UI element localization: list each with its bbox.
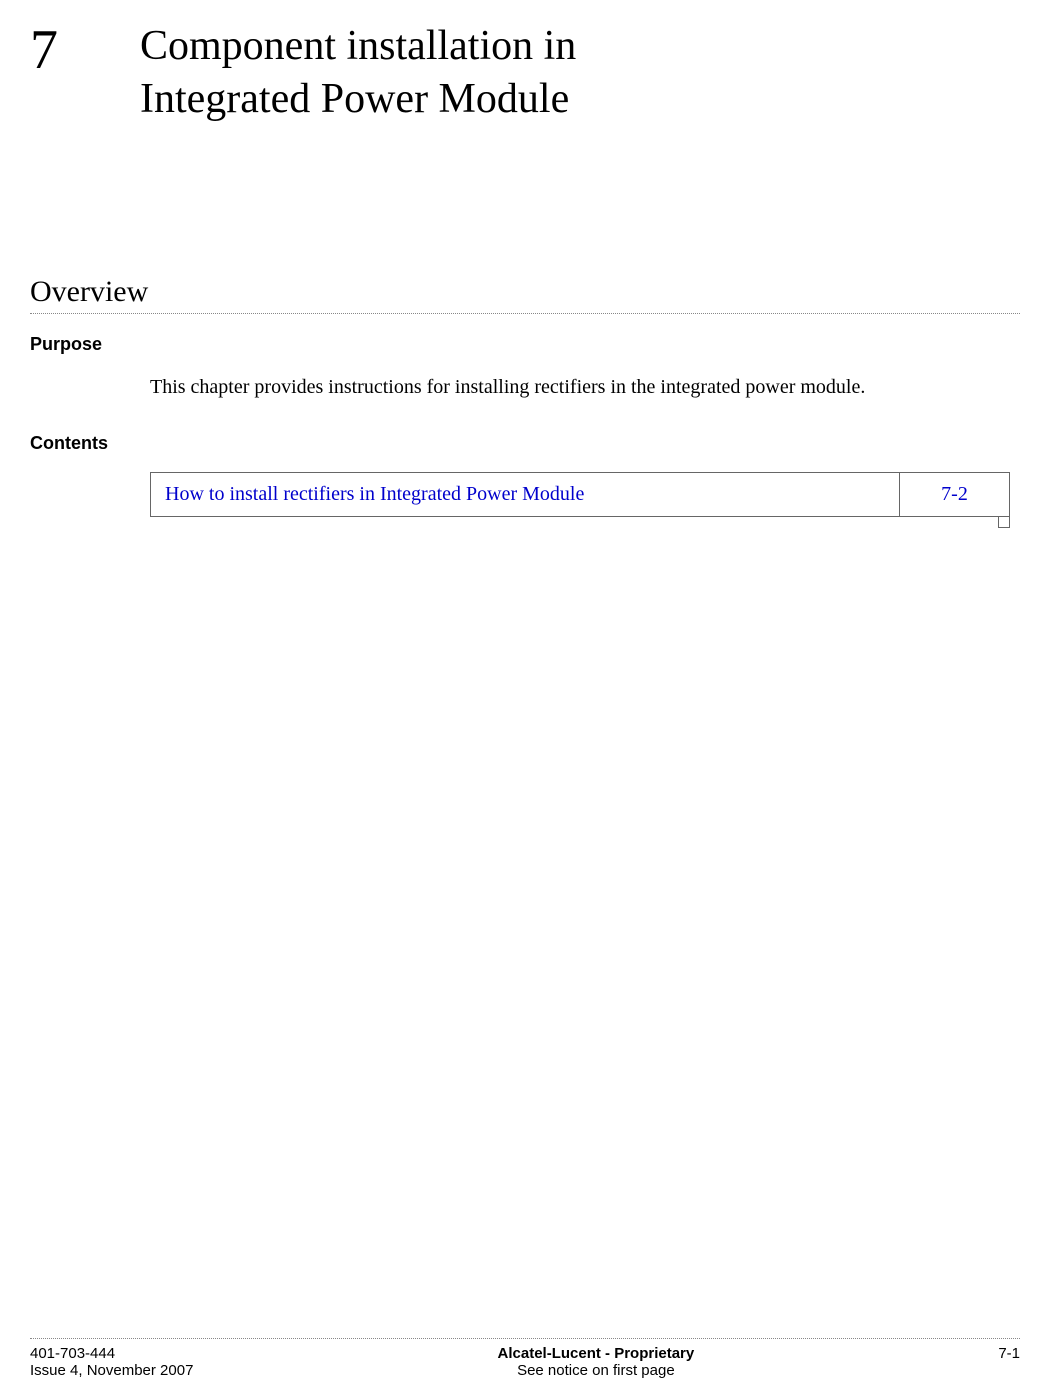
chapter-title-line2: Integrated Power Module xyxy=(140,76,569,122)
overview-rule xyxy=(30,313,1020,314)
chapter-title-line1: Component installation in xyxy=(140,23,576,69)
footer-center: Alcatel-Lucent - Proprietary See notice … xyxy=(498,1345,695,1379)
contents-row: How to install rectifiers in Integrated … xyxy=(151,473,1010,517)
purpose-text: This chapter provides instructions for i… xyxy=(150,373,1010,401)
footer-right: 7-1 xyxy=(998,1345,1020,1362)
contents-label: Contents xyxy=(30,433,1020,454)
purpose-label: Purpose xyxy=(30,334,1020,355)
end-of-section-marker xyxy=(998,516,1010,528)
company-name: Alcatel-Lucent - Proprietary xyxy=(498,1345,695,1362)
page-number: 7-1 xyxy=(998,1345,1020,1362)
contents-table: How to install rectifiers in Integrated … xyxy=(150,472,1010,517)
contents-link-page[interactable]: 7-2 xyxy=(900,473,1010,517)
chapter-header: 7 Component installation in Integrated P… xyxy=(30,20,1020,125)
chapter-title: Component installation in Integrated Pow… xyxy=(140,20,576,125)
footer-left: 401-703-444 Issue 4, November 2007 xyxy=(30,1345,193,1379)
footer-rule xyxy=(30,1338,1020,1339)
contents-link-title[interactable]: How to install rectifiers in Integrated … xyxy=(151,473,900,517)
issue-date: Issue 4, November 2007 xyxy=(30,1362,193,1379)
chapter-number: 7 xyxy=(30,20,140,78)
doc-id: 401-703-444 xyxy=(30,1345,193,1362)
page-footer: 401-703-444 Issue 4, November 2007 Alcat… xyxy=(30,1338,1020,1379)
overview-heading: Overview xyxy=(30,275,1020,309)
notice-text: See notice on first page xyxy=(498,1362,695,1379)
